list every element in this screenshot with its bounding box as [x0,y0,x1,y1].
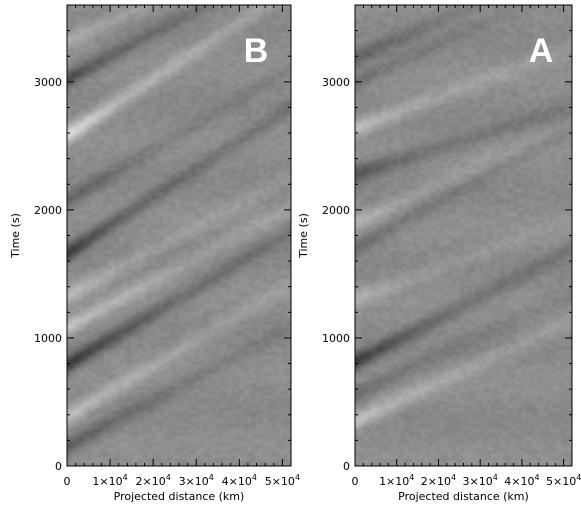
x-tick-label: 2×104 [421,473,456,488]
y-tick-label: 0 [55,460,62,473]
x-tick-label: 0 [64,475,71,488]
x-tick-label: 3×104 [179,473,214,488]
panel-b: 0 1×104 2×104 3×104 4×104 5×104 0 1000 2000 3000 P… [9,4,300,503]
x-axis-title: Projected distance (km) [398,490,529,503]
x-tick-label: 4×104 [504,473,539,488]
y-tick-label: 3000 [322,76,350,89]
panel-letter: A [529,32,554,70]
x-tick-label: 5×104 [546,473,581,488]
heatmap-image [355,5,572,466]
x-tick-label: 4×104 [222,473,257,488]
y-tick-label: 2000 [34,204,62,217]
x-tick-label: 3×104 [463,473,498,488]
x-tick-label: 2×104 [135,473,170,488]
y-tick-label: 0 [343,460,350,473]
heatmap-image [67,5,291,466]
y-axis-title: Time (s) [297,213,310,259]
x-tick-label: 5×104 [265,473,300,488]
y-tick-label: 1000 [322,332,350,345]
y-tick-label: 2000 [322,204,350,217]
panel-a: 0 1×104 2×104 3×104 4×104 5×104 0 1000 2000 3000 P… [297,4,581,503]
y-tick-label: 1000 [34,332,62,345]
x-tick-label: 1×104 [379,473,414,488]
x-tick-label: 0 [352,475,359,488]
x-tick-label: 1×104 [92,473,127,488]
panel-letter: B [244,32,269,70]
y-axis-title: Time (s) [9,213,22,259]
y-tick-label: 3000 [34,76,62,89]
x-axis-title: Projected distance (km) [114,490,245,503]
